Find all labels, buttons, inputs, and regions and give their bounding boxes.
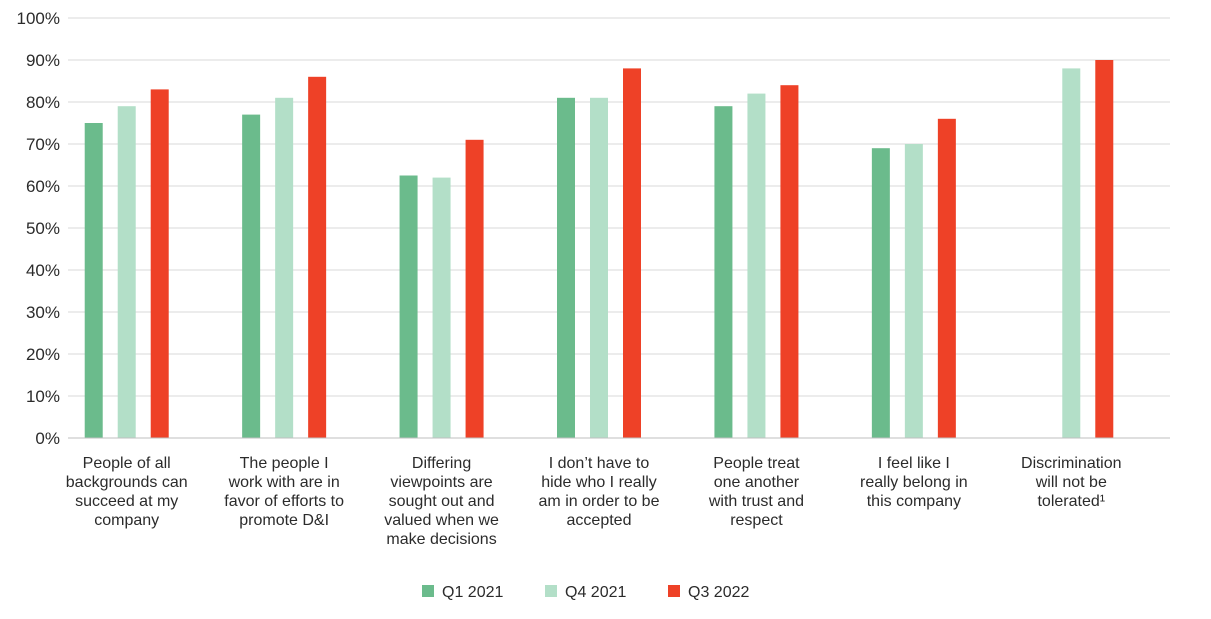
legend-swatch-q4-2021: [545, 585, 557, 597]
y-tick-label: 30%: [26, 303, 60, 322]
bar-q4-2021: [117, 106, 136, 438]
legend-label-q3-2022: Q3 2022: [688, 584, 749, 601]
x-category-label: Discrimination will not be tolerated¹: [1021, 455, 1121, 510]
bar-q1-2021: [399, 175, 418, 438]
y-tick-label: 10%: [26, 387, 60, 406]
y-tick-label: 90%: [26, 51, 60, 70]
y-tick-label: 60%: [26, 177, 60, 196]
bar-q3-2022: [623, 68, 641, 439]
bar-q4-2021: [432, 177, 451, 438]
bar-q3-2022: [465, 139, 484, 439]
y-tick-label: 40%: [26, 261, 60, 280]
bar-q3-2022: [937, 118, 956, 439]
bar-q1-2021: [84, 123, 103, 438]
bar-q4-2021: [275, 97, 294, 439]
bar-q3-2022: [150, 89, 169, 439]
bar-q3-2022: [780, 85, 799, 438]
x-category-label: Differing viewpoints are sought out and val…: [384, 455, 499, 548]
bars: [84, 60, 1114, 439]
x-category-label: People treat one another with trust and res…: [708, 455, 804, 529]
x-category-label: I don’t have to hide who I really am in or…: [539, 455, 660, 529]
y-tick-label: 0%: [35, 429, 60, 448]
x-axis-category-labels: People of all backgrounds can succeed at m…: [66, 455, 1122, 548]
bar-q1-2021: [714, 106, 733, 438]
y-tick-label: 20%: [26, 345, 60, 364]
legend-swatch-q3-2022: [668, 585, 680, 597]
legend-swatch-q1-2021: [422, 585, 434, 597]
bar-q4-2021: [747, 93, 766, 438]
bar-q3-2022: [1095, 60, 1114, 438]
y-tick-label: 50%: [26, 219, 60, 238]
bar-q1-2021: [242, 114, 261, 438]
y-axis-tick-labels: 0% 10% 20% 30% 40% 50% 60% 70% 80% 90% 100%: [17, 9, 60, 448]
x-category-label: People of all backgrounds can succeed at m…: [66, 455, 188, 529]
bar-q4-2021: [590, 97, 608, 439]
y-tick-label: 100%: [17, 9, 60, 28]
bar-q3-2022: [308, 76, 327, 439]
y-tick-label: 80%: [26, 93, 60, 112]
y-tick-label: 70%: [26, 135, 60, 154]
bar-q4-2021: [1062, 68, 1081, 439]
legend: Q1 2021 Q4 2021 Q3 2022: [422, 584, 749, 601]
legend-label-q1-2021: Q1 2021: [442, 584, 503, 601]
bar-q1-2021: [557, 97, 575, 439]
legend-label-q4-2021: Q4 2021: [565, 584, 626, 601]
bar-q4-2021: [904, 144, 923, 438]
bar-q1-2021: [871, 148, 890, 438]
gridlines: [68, 17, 1170, 397]
